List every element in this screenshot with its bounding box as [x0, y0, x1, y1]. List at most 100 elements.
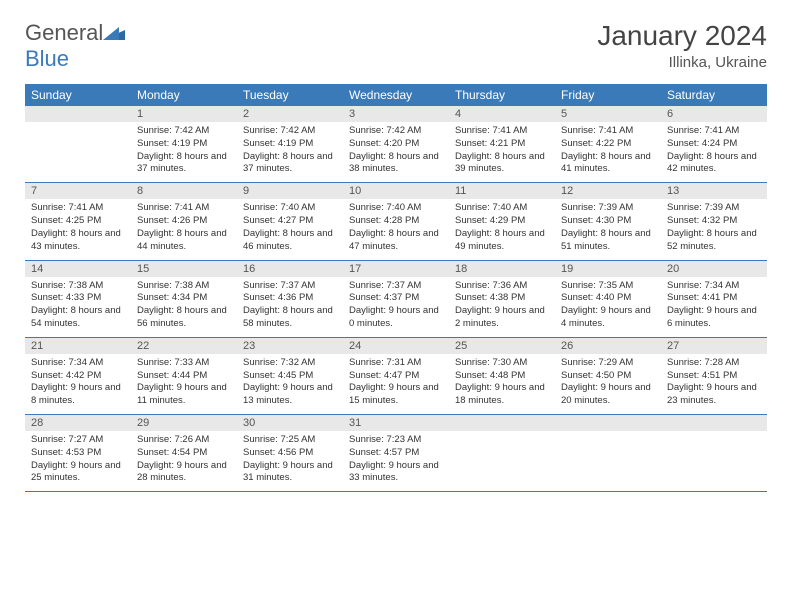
- daylight-line: Daylight: 8 hours and 43 minutes.: [31, 228, 125, 254]
- sunrise-line: Sunrise: 7:40 AM: [243, 202, 337, 215]
- day-body: Sunrise: 7:33 AMSunset: 4:44 PMDaylight:…: [131, 354, 237, 414]
- day-body: Sunrise: 7:31 AMSunset: 4:47 PMDaylight:…: [343, 354, 449, 414]
- sunrise-line: Sunrise: 7:36 AM: [455, 280, 549, 293]
- empty-day-cell: [449, 415, 555, 492]
- day-header: Friday: [555, 84, 661, 106]
- day-number: 10: [343, 183, 449, 199]
- logo-text-2: Blue: [25, 46, 69, 71]
- calendar-page: GeneralBlue January 2024 Illinka, Ukrain…: [0, 0, 792, 512]
- empty-day-cell: [555, 415, 661, 492]
- sunset-line: Sunset: 4:32 PM: [667, 215, 761, 228]
- sunset-line: Sunset: 4:34 PM: [137, 292, 231, 305]
- daylight-line: Daylight: 8 hours and 42 minutes.: [667, 151, 761, 177]
- sunset-line: Sunset: 4:26 PM: [137, 215, 231, 228]
- daylight-line: Daylight: 9 hours and 15 minutes.: [349, 382, 443, 408]
- day-body: Sunrise: 7:25 AMSunset: 4:56 PMDaylight:…: [237, 431, 343, 491]
- day-body: Sunrise: 7:37 AMSunset: 4:37 PMDaylight:…: [343, 277, 449, 337]
- week-row: 14Sunrise: 7:38 AMSunset: 4:33 PMDayligh…: [25, 260, 767, 337]
- daylight-line: Daylight: 8 hours and 47 minutes.: [349, 228, 443, 254]
- day-number: 12: [555, 183, 661, 199]
- daylight-line: Daylight: 8 hours and 49 minutes.: [455, 228, 549, 254]
- day-header: Sunday: [25, 84, 131, 106]
- sunset-line: Sunset: 4:19 PM: [137, 138, 231, 151]
- day-number: 31: [343, 415, 449, 431]
- day-number: [661, 415, 767, 431]
- day-number: 23: [237, 338, 343, 354]
- day-body: Sunrise: 7:23 AMSunset: 4:57 PMDaylight:…: [343, 431, 449, 491]
- sunset-line: Sunset: 4:28 PM: [349, 215, 443, 228]
- day-body: Sunrise: 7:42 AMSunset: 4:19 PMDaylight:…: [237, 122, 343, 182]
- day-number: 8: [131, 183, 237, 199]
- daylight-line: Daylight: 9 hours and 31 minutes.: [243, 460, 337, 486]
- day-cell: 25Sunrise: 7:30 AMSunset: 4:48 PMDayligh…: [449, 337, 555, 414]
- day-number: 14: [25, 261, 131, 277]
- daylight-line: Daylight: 9 hours and 28 minutes.: [137, 460, 231, 486]
- sunset-line: Sunset: 4:44 PM: [137, 370, 231, 383]
- daylight-line: Daylight: 9 hours and 33 minutes.: [349, 460, 443, 486]
- day-number: 17: [343, 261, 449, 277]
- day-cell: 14Sunrise: 7:38 AMSunset: 4:33 PMDayligh…: [25, 260, 131, 337]
- day-number: 1: [131, 106, 237, 122]
- day-body: Sunrise: 7:35 AMSunset: 4:40 PMDaylight:…: [555, 277, 661, 337]
- day-number: 26: [555, 338, 661, 354]
- day-number: [25, 106, 131, 122]
- day-number: 30: [237, 415, 343, 431]
- sunrise-line: Sunrise: 7:23 AM: [349, 434, 443, 447]
- day-body: Sunrise: 7:36 AMSunset: 4:38 PMDaylight:…: [449, 277, 555, 337]
- daylight-line: Daylight: 9 hours and 20 minutes.: [561, 382, 655, 408]
- day-number: 22: [131, 338, 237, 354]
- sunset-line: Sunset: 4:42 PM: [31, 370, 125, 383]
- day-body: Sunrise: 7:39 AMSunset: 4:32 PMDaylight:…: [661, 199, 767, 259]
- day-cell: 7Sunrise: 7:41 AMSunset: 4:25 PMDaylight…: [25, 183, 131, 260]
- day-body: Sunrise: 7:37 AMSunset: 4:36 PMDaylight:…: [237, 277, 343, 337]
- day-number: 4: [449, 106, 555, 122]
- daylight-line: Daylight: 8 hours and 38 minutes.: [349, 151, 443, 177]
- daylight-line: Daylight: 8 hours and 52 minutes.: [667, 228, 761, 254]
- day-cell: 30Sunrise: 7:25 AMSunset: 4:56 PMDayligh…: [237, 415, 343, 492]
- day-number: 18: [449, 261, 555, 277]
- day-body: [25, 122, 131, 172]
- day-number: 27: [661, 338, 767, 354]
- day-cell: 15Sunrise: 7:38 AMSunset: 4:34 PMDayligh…: [131, 260, 237, 337]
- sunset-line: Sunset: 4:56 PM: [243, 447, 337, 460]
- day-cell: 24Sunrise: 7:31 AMSunset: 4:47 PMDayligh…: [343, 337, 449, 414]
- sunset-line: Sunset: 4:40 PM: [561, 292, 655, 305]
- sunset-line: Sunset: 4:54 PM: [137, 447, 231, 460]
- day-body: Sunrise: 7:40 AMSunset: 4:29 PMDaylight:…: [449, 199, 555, 259]
- sunrise-line: Sunrise: 7:42 AM: [137, 125, 231, 138]
- day-header: Wednesday: [343, 84, 449, 106]
- day-header: Tuesday: [237, 84, 343, 106]
- sunset-line: Sunset: 4:48 PM: [455, 370, 549, 383]
- day-number: 16: [237, 261, 343, 277]
- sunset-line: Sunset: 4:30 PM: [561, 215, 655, 228]
- sunrise-line: Sunrise: 7:42 AM: [243, 125, 337, 138]
- sunset-line: Sunset: 4:29 PM: [455, 215, 549, 228]
- daylight-line: Daylight: 8 hours and 56 minutes.: [137, 305, 231, 331]
- page-header: GeneralBlue January 2024 Illinka, Ukrain…: [25, 20, 767, 72]
- sunrise-line: Sunrise: 7:28 AM: [667, 357, 761, 370]
- daylight-line: Daylight: 9 hours and 8 minutes.: [31, 382, 125, 408]
- day-cell: 20Sunrise: 7:34 AMSunset: 4:41 PMDayligh…: [661, 260, 767, 337]
- logo-mark-icon: [103, 20, 125, 46]
- sunset-line: Sunset: 4:38 PM: [455, 292, 549, 305]
- daylight-line: Daylight: 8 hours and 54 minutes.: [31, 305, 125, 331]
- day-body: Sunrise: 7:30 AMSunset: 4:48 PMDaylight:…: [449, 354, 555, 414]
- day-body: Sunrise: 7:42 AMSunset: 4:19 PMDaylight:…: [131, 122, 237, 182]
- day-body: Sunrise: 7:41 AMSunset: 4:25 PMDaylight:…: [25, 199, 131, 259]
- sunrise-line: Sunrise: 7:37 AM: [349, 280, 443, 293]
- location-label: Illinka, Ukraine: [597, 54, 767, 71]
- week-row: 28Sunrise: 7:27 AMSunset: 4:53 PMDayligh…: [25, 415, 767, 492]
- day-number: 25: [449, 338, 555, 354]
- day-cell: 22Sunrise: 7:33 AMSunset: 4:44 PMDayligh…: [131, 337, 237, 414]
- day-body: Sunrise: 7:42 AMSunset: 4:20 PMDaylight:…: [343, 122, 449, 182]
- day-number: 2: [237, 106, 343, 122]
- daylight-line: Daylight: 9 hours and 4 minutes.: [561, 305, 655, 331]
- sunrise-line: Sunrise: 7:27 AM: [31, 434, 125, 447]
- day-number: 3: [343, 106, 449, 122]
- sunset-line: Sunset: 4:41 PM: [667, 292, 761, 305]
- day-cell: 19Sunrise: 7:35 AMSunset: 4:40 PMDayligh…: [555, 260, 661, 337]
- logo: GeneralBlue: [25, 20, 125, 72]
- day-cell: 4Sunrise: 7:41 AMSunset: 4:21 PMDaylight…: [449, 106, 555, 183]
- day-body: Sunrise: 7:38 AMSunset: 4:34 PMDaylight:…: [131, 277, 237, 337]
- sunrise-line: Sunrise: 7:35 AM: [561, 280, 655, 293]
